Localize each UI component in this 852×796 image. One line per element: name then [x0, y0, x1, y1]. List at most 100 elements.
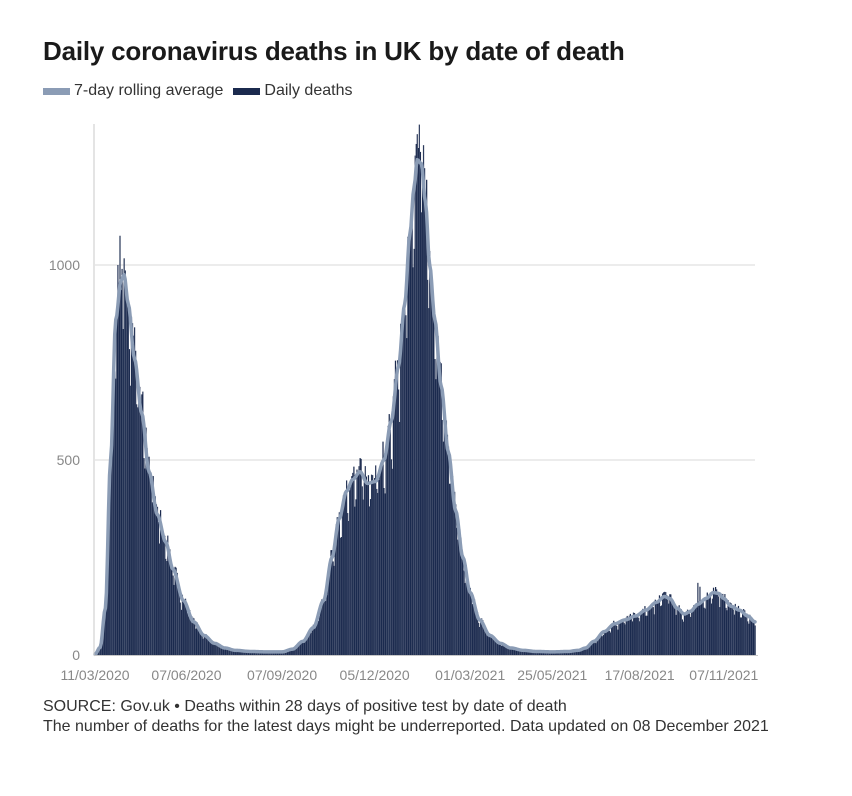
daily-bar: [491, 634, 493, 655]
x-tick-label-2: 07/09/2020: [247, 667, 317, 683]
daily-bar: [223, 648, 225, 655]
daily-bar: [343, 493, 346, 655]
y-tick-label-1000: 1000: [49, 257, 80, 273]
daily-bar: [332, 561, 334, 655]
daily-bar: [144, 468, 146, 655]
daily-bar: [514, 648, 516, 655]
daily-bar: [611, 625, 613, 655]
daily-bar: [582, 648, 585, 655]
daily-bar: [290, 649, 293, 655]
daily-bar: [198, 627, 200, 655]
daily-bar: [159, 510, 162, 655]
daily-bar: [126, 295, 128, 655]
daily-bar: [416, 134, 418, 655]
daily-bar: [544, 652, 546, 655]
daily-bar: [164, 535, 166, 655]
daily-bar: [365, 476, 367, 655]
daily-bar: [286, 650, 288, 655]
legend-swatch-daily: [233, 87, 261, 95]
daily-bar: [175, 567, 177, 655]
daily-bar: [359, 458, 361, 655]
daily-bar: [432, 291, 434, 655]
daily-bar: [658, 595, 661, 655]
daily-bar: [182, 601, 185, 655]
daily-bar: [696, 607, 698, 655]
daily-bar: [673, 604, 675, 655]
daily-bar: [324, 595, 326, 655]
daily-bar: [651, 604, 653, 655]
daily-bar: [706, 592, 708, 655]
daily-bar: [191, 616, 193, 655]
daily-bar: [456, 527, 458, 655]
daily-bar: [590, 642, 592, 655]
daily-bar: [730, 603, 732, 655]
daily-bar: [200, 632, 202, 655]
daily-bar: [215, 642, 217, 655]
daily-bar: [238, 651, 241, 655]
daily-bar: [509, 647, 511, 655]
daily-bar: [155, 504, 158, 655]
daily-bar: [147, 462, 149, 655]
daily-bar: [752, 619, 754, 655]
daily-bar: [353, 466, 355, 655]
daily-bar: [141, 394, 143, 655]
daily-bar: [669, 594, 671, 655]
daily-bar: [485, 631, 487, 655]
daily-bar: [189, 609, 191, 655]
daily-bar: [551, 652, 554, 655]
daily-bar: [754, 625, 756, 655]
daily-bar: [161, 527, 163, 655]
daily-bar: [483, 623, 485, 655]
daily-bar: [444, 431, 446, 655]
daily-bar: [476, 612, 479, 655]
deaths-chart: 0 500 1000 11/03/2020 07/06/2020 07/09/2020 05…: [49, 124, 759, 683]
daily-bar: [212, 642, 215, 655]
daily-bar: [149, 476, 151, 655]
daily-bar: [205, 634, 207, 655]
daily-bar: [314, 623, 317, 655]
daily-bar: [162, 532, 164, 655]
daily-bar: [201, 636, 203, 655]
daily-bar: [633, 613, 636, 655]
daily-bar: [336, 517, 338, 655]
daily-bar: [309, 628, 311, 655]
daily-bar: [446, 434, 449, 655]
daily-bar: [133, 327, 136, 655]
daily-bar: [692, 609, 694, 655]
daily-bar: [388, 414, 390, 655]
daily-bar: [335, 524, 337, 655]
daily-bar: [169, 549, 171, 655]
daily-bar: [376, 488, 378, 655]
daily-bar: [106, 569, 109, 655]
daily-bar: [674, 609, 676, 655]
daily-bar: [291, 648, 294, 655]
daily-bar: [311, 630, 313, 655]
daily-bar: [176, 572, 178, 655]
daily-bar: [390, 459, 392, 655]
daily-bar: [644, 606, 646, 655]
daily-bar: [209, 642, 212, 655]
daily-bar: [196, 622, 198, 655]
daily-bar: [165, 558, 167, 655]
daily-bar: [384, 493, 386, 655]
daily-bar: [321, 599, 323, 655]
daily-bar: [404, 298, 406, 655]
daily-bar: [417, 148, 419, 655]
daily-bar: [371, 475, 374, 655]
x-tick-label-1: 07/06/2020: [151, 667, 221, 683]
daily-bar: [333, 565, 335, 655]
update-note: The number of deaths for the latest days…: [43, 718, 769, 735]
daily-bar: [109, 480, 111, 655]
daily-bar: [735, 608, 738, 655]
daily-bar: [115, 378, 117, 655]
daily-bar: [448, 483, 451, 655]
daily-bar: [494, 637, 496, 655]
daily-bar: [111, 441, 113, 655]
daily-bar: [352, 472, 354, 655]
daily-bar: [710, 603, 713, 655]
daily-bar: [119, 235, 121, 655]
daily-bar: [298, 643, 300, 655]
daily-bar: [377, 492, 379, 655]
daily-bar: [230, 649, 232, 655]
daily-bar: [645, 615, 647, 655]
